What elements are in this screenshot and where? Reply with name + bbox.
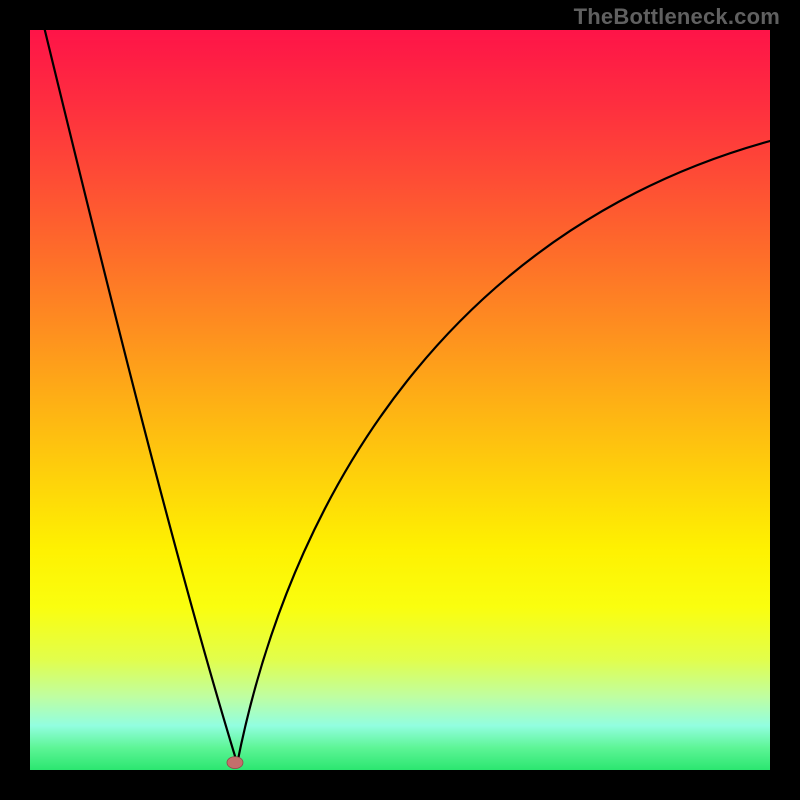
watermark-text: TheBottleneck.com — [574, 4, 780, 30]
bottleneck-chart — [30, 30, 770, 770]
min-marker — [227, 757, 243, 769]
plot-background — [30, 30, 770, 770]
chart-container: { "watermark": { "text": "TheBottleneck.… — [0, 0, 800, 800]
